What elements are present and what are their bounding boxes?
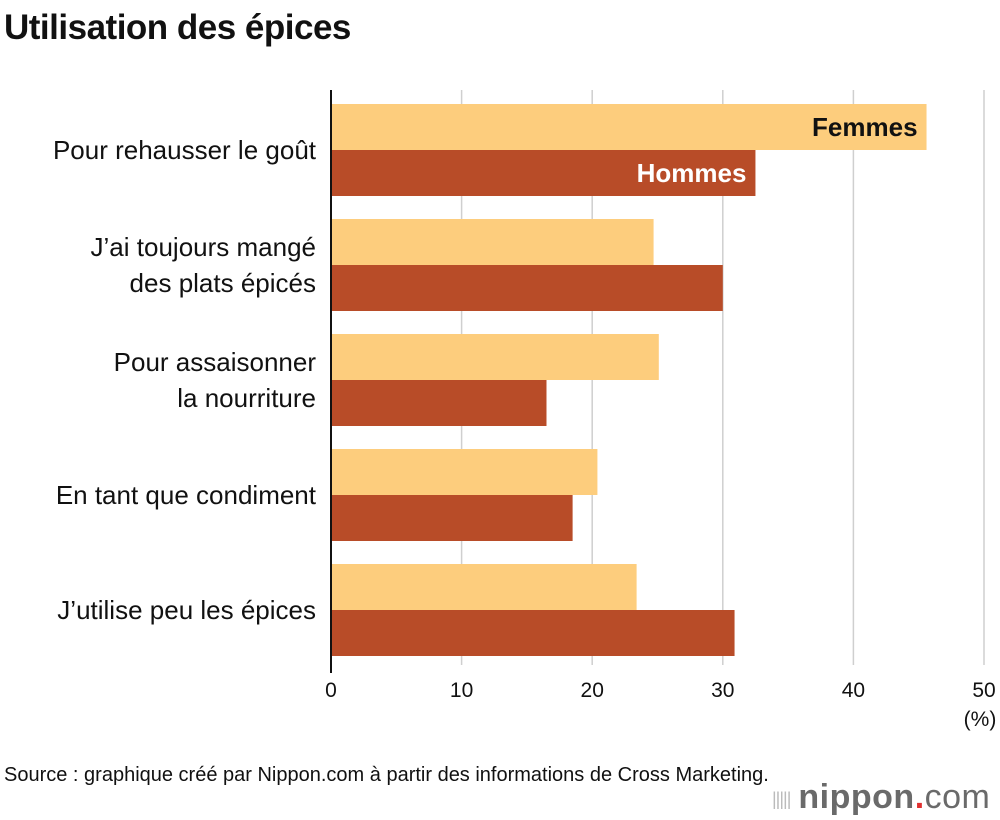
- bar-femmes: [331, 334, 659, 380]
- bar-chart: 0 10 20 30 40 50 (%) Femmes Hommes Pour rehausser…: [53, 90, 997, 731]
- category-label: J’utilise peu les épices: [57, 595, 316, 625]
- category-label: En tant que condiment: [56, 480, 317, 510]
- bar-femmes: [331, 449, 598, 495]
- chart-title: Utilisation des épices: [4, 8, 351, 47]
- bar-hommes: [331, 380, 547, 426]
- category-label: Pour assaisonner: [114, 347, 317, 377]
- category-label: la nourriture: [177, 383, 316, 413]
- bar-hommes: [331, 265, 723, 311]
- bar-hommes: [331, 610, 735, 656]
- logo-bars-icon: |||||: [772, 788, 791, 809]
- category-label: des plats épicés: [130, 268, 316, 298]
- x-unit-label: (%): [964, 708, 997, 731]
- source-note: Source : graphique créé par Nippon.com à…: [4, 764, 769, 786]
- bar-femmes: [331, 104, 927, 150]
- category-label: J’ai toujours mangé: [91, 232, 316, 262]
- x-tick-label: 50: [972, 679, 995, 702]
- category-label: Pour rehausser le goût: [53, 135, 317, 165]
- bar-femmes: [331, 564, 637, 610]
- logo-dot: .: [914, 778, 925, 816]
- x-tick-label: 10: [450, 679, 473, 702]
- x-tick-label: 0: [325, 679, 337, 702]
- x-tick-label: 20: [581, 679, 604, 702]
- bar-hommes: [331, 495, 573, 541]
- nippon-logo: ||||| nippon.com: [772, 778, 990, 817]
- x-tick-label: 40: [842, 679, 865, 702]
- legend-label-femmes: Femmes: [812, 112, 918, 142]
- bar-femmes: [331, 219, 654, 265]
- logo-tld: com: [924, 778, 991, 816]
- logo-name: nippon: [798, 778, 915, 816]
- x-tick-label: 30: [711, 679, 734, 702]
- legend-label-hommes: Hommes: [637, 158, 747, 188]
- bar-hommes: [331, 150, 756, 196]
